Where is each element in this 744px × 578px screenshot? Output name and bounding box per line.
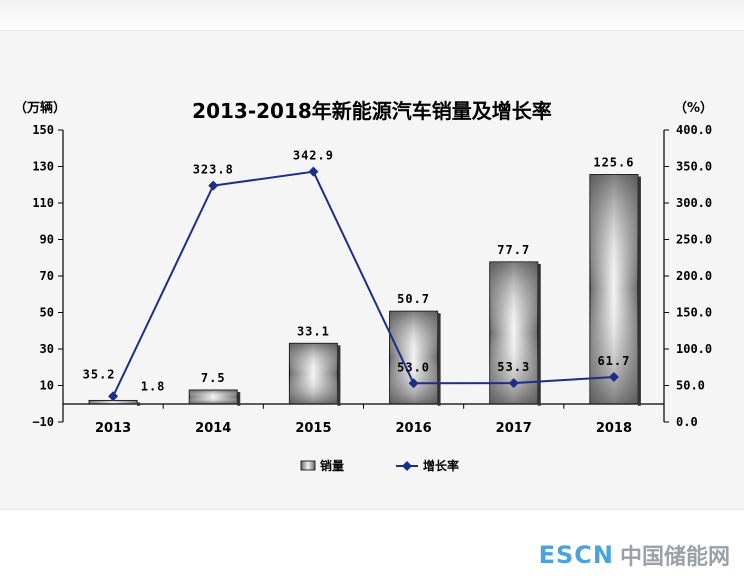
bar-data-label: 77.7 xyxy=(497,243,530,257)
legend: 销量 增长率 xyxy=(300,458,459,473)
growth-point xyxy=(608,371,619,382)
watermark-logo: ESCN 中国储能网 xyxy=(539,536,730,574)
right-axis-tick-label: 0.0 xyxy=(676,415,698,429)
line-data-labels: 35.2 323.8 342.9 53.0 53.3 61.7 xyxy=(83,149,630,382)
left-axis-tick-label: 150 xyxy=(32,123,54,137)
left-axis-tick-label: 10 xyxy=(40,379,54,393)
x-axis-tick-label: 2014 xyxy=(195,421,231,436)
bar-data-label: 7.5 xyxy=(201,371,226,385)
right-axis-tick-label: 300.0 xyxy=(676,196,712,210)
growth-point xyxy=(508,378,519,389)
bar-shade xyxy=(389,311,438,404)
right-axis-tick-label: 400.0 xyxy=(676,123,712,137)
bar-shade xyxy=(589,174,638,404)
bar-series xyxy=(88,174,641,406)
left-axis-tick-label: 30 xyxy=(40,342,54,356)
bar-data-label: 50.7 xyxy=(397,292,430,306)
line-data-label: 35.2 xyxy=(83,367,116,381)
growth-line xyxy=(112,170,614,397)
growth-point xyxy=(308,166,319,177)
right-axis-tick-label: 200.0 xyxy=(676,269,712,283)
right-axis-tick-label: 150.0 xyxy=(676,306,712,320)
left-axis-tick-label: 110 xyxy=(32,196,54,210)
legend-bar-label: 销量 xyxy=(320,458,344,473)
x-axis-tick-label: 2018 xyxy=(596,421,632,436)
legend-bar-swatch xyxy=(300,460,316,471)
line-data-label: 323.8 xyxy=(193,163,234,177)
bar-data-labels: 1.8 7.5 33.1 50.7 77.7 125.6 xyxy=(141,156,634,394)
bar-shadow xyxy=(237,392,241,406)
bar-data-label: 33.1 xyxy=(297,324,330,338)
left-axis-tick-label: −10 xyxy=(32,415,54,429)
right-axis-ticks: 400.0 350.0 300.0 250.0 200.0 150.0 100.0 50.0 0… xyxy=(664,123,712,429)
right-axis-tick-label: 250.0 xyxy=(676,233,712,247)
right-axis-tick-label: 100.0 xyxy=(676,342,712,356)
top-band xyxy=(0,0,744,30)
growth-point xyxy=(408,378,419,389)
growth-point xyxy=(108,391,119,402)
x-axis-tick-label: 2017 xyxy=(496,421,532,436)
bar-shade xyxy=(189,390,238,404)
bar-shadow xyxy=(637,176,641,406)
bar-data-label: 1.8 xyxy=(141,379,166,393)
x-axis-tick-label: 2013 xyxy=(95,421,131,436)
line-series xyxy=(108,166,619,402)
x-axis-tick-label: 2016 xyxy=(395,421,431,436)
bar-shadow xyxy=(137,402,141,406)
growth-point xyxy=(208,180,219,191)
right-axis-unit: （%） xyxy=(674,100,713,116)
bar-shadow xyxy=(537,263,541,406)
left-axis-tick-label: 50 xyxy=(40,306,54,320)
line-data-label: 53.3 xyxy=(497,360,530,374)
bar-shadow xyxy=(437,313,441,406)
legend-line-label: 增长率 xyxy=(423,458,459,473)
x-axis-ticks: 2013 2014 2015 2016 2017 2018 xyxy=(62,403,632,436)
line-data-label: 61.7 xyxy=(597,354,630,368)
legend-line-marker xyxy=(402,461,412,471)
bar-shade xyxy=(289,343,338,404)
right-axis-tick-label: 50.0 xyxy=(676,379,705,393)
left-axis-unit: （万辆） xyxy=(14,100,66,116)
left-axis-tick-label: 90 xyxy=(40,233,54,247)
watermark-cjk: 中国储能网 xyxy=(619,545,730,570)
bar-shade xyxy=(89,400,138,404)
watermark-latin: ESCN xyxy=(538,541,614,569)
right-axis-tick-label: 350.0 xyxy=(676,160,712,174)
left-axis-ticks: 150 130 110 90 70 50 30 10 −10 xyxy=(32,123,63,429)
left-axis-tick-label: 130 xyxy=(32,160,54,174)
left-axis-tick-label: 70 xyxy=(40,269,54,283)
chart-title: 2013-2018年新能源汽车销量及增长率 xyxy=(192,99,552,123)
bar-shadow xyxy=(337,345,341,406)
line-data-label: 53.0 xyxy=(397,360,430,374)
line-data-label: 342.9 xyxy=(293,149,334,163)
x-axis-tick-label: 2015 xyxy=(295,421,331,436)
bar-data-label: 125.6 xyxy=(593,156,634,170)
